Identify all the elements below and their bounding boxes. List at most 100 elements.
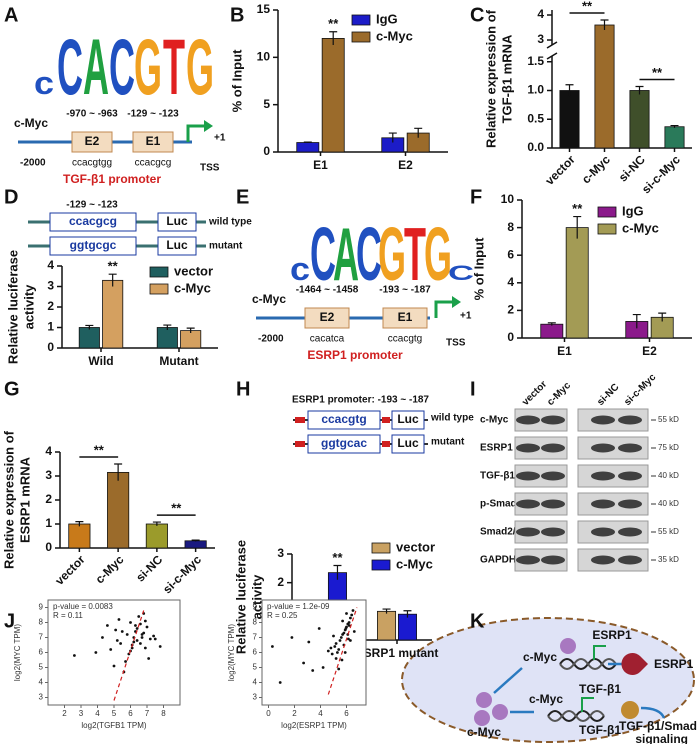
band: [516, 527, 540, 537]
box-label: E2: [85, 134, 100, 148]
luc-box: [391, 410, 425, 430]
x-tick-label: Mutant: [159, 354, 198, 368]
node-label: c-Myc: [467, 725, 501, 739]
point: [125, 633, 129, 636]
sequence: ccacgtg: [321, 412, 366, 426]
plot-frame: [47, 599, 181, 706]
y-tick-label: 1.0: [527, 83, 544, 97]
tss-arrow: [593, 645, 606, 660]
y-tick-label: 3: [47, 279, 54, 293]
logo-letter: G: [378, 211, 406, 297]
point: [347, 624, 351, 627]
x-tick-label: E2: [642, 344, 657, 358]
bar: [296, 142, 320, 153]
point: [106, 624, 109, 627]
reporter-constructs: ESRP1 promoter: -193 ~ -187 ccacgtg Luc …: [292, 395, 474, 454]
node-label: c-Myc: [523, 650, 557, 664]
point: [334, 642, 338, 645]
lane-label: c-Myc: [545, 380, 573, 408]
y-tick-label: 7: [39, 633, 44, 642]
sequence: ggtgcgc: [70, 238, 117, 252]
node-label: ESRP1: [654, 657, 694, 671]
point: [112, 664, 116, 668]
band: [541, 527, 565, 537]
y-tick-label: 3: [253, 693, 258, 702]
y-tick-label: 3: [45, 468, 52, 482]
protein-label: c-Myc: [480, 415, 509, 426]
error-bar: [333, 564, 342, 580]
error-bar: [85, 324, 94, 330]
legend-swatch: [597, 206, 617, 218]
stat-annotation: p-value = 1.2e-09: [267, 602, 330, 611]
logo-letter: A: [333, 211, 359, 297]
x-tick-label: vector: [542, 152, 578, 188]
point: [124, 660, 127, 663]
y-tick-label: 4: [253, 678, 258, 687]
panel-letter: D: [4, 186, 18, 208]
y-axis-label: % of Input: [471, 237, 486, 300]
x-tick-label: 6: [128, 709, 133, 718]
bar: [559, 90, 580, 149]
point: [158, 645, 162, 648]
x-axis-label: log2(TGFB1 TPM): [81, 721, 147, 730]
bar: [397, 613, 417, 641]
x-tick-label: si-c-Myc: [639, 152, 683, 196]
error-bar: [632, 313, 641, 329]
box-label: E1: [146, 134, 161, 148]
error-bar: [388, 132, 397, 143]
y-axis-label: log2(MYC TPM): [13, 624, 22, 682]
promoter-label: TGF-β1 promoter: [63, 172, 161, 186]
x-tick-label: si-NC: [616, 152, 648, 184]
point: [117, 618, 121, 621]
point: [311, 669, 315, 672]
point: [135, 639, 139, 642]
error-bar: [163, 324, 172, 330]
protein: [492, 704, 508, 720]
point: [143, 646, 147, 650]
legend-swatch: [371, 559, 391, 571]
tss-arrow: [186, 124, 204, 142]
sequence: cacatca: [310, 334, 345, 345]
construct-end: [295, 417, 305, 423]
bar: [321, 38, 345, 153]
point: [334, 657, 338, 660]
x-tick-label: c-Myc: [93, 552, 127, 586]
error-bar: [191, 539, 200, 542]
mechanism-diagram: c-Myc c-Myc ESRP1 ESRP1 c-Myc TGF-β1 TGF…: [401, 617, 697, 744]
error-bar: [635, 85, 644, 95]
element-box: [71, 131, 113, 153]
error-bar: [658, 312, 667, 322]
tss-label: TSS: [200, 163, 220, 174]
y-axis-label: TGF-β1 mRNA: [499, 34, 514, 123]
construct-end: [382, 417, 390, 423]
site-label: -129 ~ -123: [127, 109, 179, 120]
lane-label: si-NC: [595, 382, 621, 408]
band: [516, 499, 540, 509]
legend-label: vector: [174, 263, 213, 278]
point: [115, 639, 119, 642]
y-axis-label: Relative luciferase: [233, 540, 248, 654]
x-tick-label: 3: [79, 709, 84, 718]
protein-label: TGF-β1: [480, 471, 515, 482]
y-tick-label: 4: [537, 7, 544, 21]
logo-letter: C: [57, 23, 83, 112]
box-label: E2: [320, 310, 335, 324]
sequence: ccacgcg: [135, 158, 172, 169]
box-label: E1: [398, 310, 413, 324]
x-tick-label: E2: [398, 158, 413, 172]
x-tick-label: 0: [266, 709, 271, 718]
panel-letter: H: [236, 378, 250, 400]
band: [591, 471, 615, 481]
point: [94, 651, 98, 654]
y-tick-label: 1.5: [527, 54, 544, 68]
x-tick-label: 4: [95, 709, 100, 718]
legend-label: IgG: [622, 203, 644, 218]
tss-label: TSS: [446, 338, 466, 349]
y-tick-label: 10: [257, 50, 271, 64]
significance: **: [332, 550, 343, 565]
point: [143, 619, 147, 623]
sequence: ggtgcac: [321, 436, 367, 450]
point: [339, 636, 343, 639]
bar: [629, 90, 650, 149]
